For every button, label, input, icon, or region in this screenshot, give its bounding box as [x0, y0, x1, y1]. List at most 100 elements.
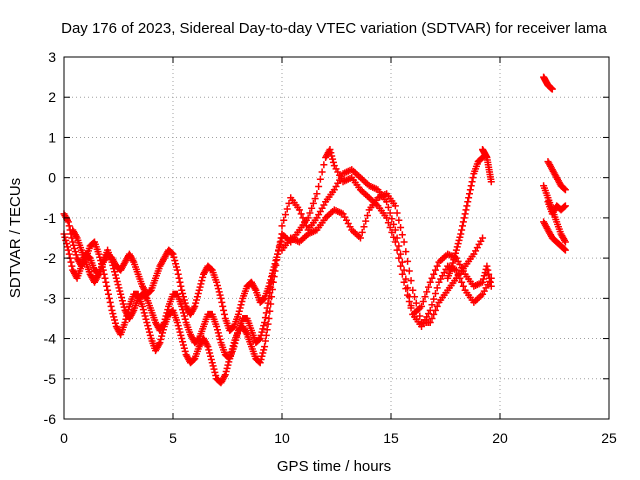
data-point	[144, 322, 152, 330]
data-point	[67, 258, 75, 266]
data-point	[159, 329, 167, 337]
data-point	[173, 266, 181, 274]
data-point	[181, 299, 189, 307]
data-point	[177, 282, 185, 290]
data-point	[561, 245, 569, 253]
data-point	[111, 316, 119, 324]
data-point	[261, 343, 269, 351]
data-point	[70, 244, 78, 252]
data-point	[479, 234, 487, 242]
data-point	[221, 371, 229, 379]
grid-lines	[64, 57, 609, 419]
data-point	[180, 296, 188, 304]
data-point	[267, 300, 275, 308]
data-point	[487, 178, 495, 186]
data-point	[466, 186, 474, 194]
data-point	[297, 210, 305, 218]
data-point	[452, 246, 460, 254]
data-point	[213, 322, 221, 330]
data-point	[457, 230, 465, 238]
data-point	[363, 211, 371, 219]
data-point	[414, 306, 422, 314]
data-point	[433, 284, 441, 292]
data-point	[213, 326, 221, 334]
data-point	[301, 218, 309, 226]
data-point	[395, 216, 403, 224]
data-point	[397, 250, 405, 258]
data-point	[169, 250, 177, 258]
data-point	[400, 238, 408, 246]
data-point	[223, 364, 231, 372]
data-point	[109, 310, 117, 318]
data-point	[459, 222, 467, 230]
x-tick-label-25: 25	[601, 430, 617, 446]
y-tick-label-2: 2	[48, 89, 56, 105]
data-point	[273, 256, 281, 264]
data-point	[428, 301, 436, 309]
data-point	[329, 158, 337, 166]
data-point	[464, 198, 472, 206]
data-point	[205, 346, 213, 354]
data-point	[139, 306, 147, 314]
data-point	[116, 287, 124, 295]
data-point	[216, 335, 224, 343]
data-point	[68, 262, 76, 270]
data-point	[109, 261, 117, 269]
data-point	[103, 282, 111, 290]
data-point	[100, 270, 108, 278]
data-point	[280, 216, 288, 224]
data-point	[428, 274, 436, 282]
data-point	[101, 274, 109, 282]
data-point	[159, 326, 167, 334]
series-track-7	[444, 154, 487, 282]
data-point	[316, 175, 324, 183]
series-track-3	[60, 210, 286, 387]
data-point	[260, 322, 268, 330]
data-point	[390, 233, 398, 241]
data-point	[215, 332, 223, 340]
data-point	[179, 290, 187, 298]
y-tick-label--2: -2	[44, 250, 57, 266]
data-point	[105, 294, 113, 302]
data-point	[106, 298, 114, 306]
data-point	[120, 303, 128, 311]
data-point	[462, 206, 470, 214]
data-point	[140, 309, 148, 317]
data-point	[393, 246, 401, 254]
data-point	[172, 263, 180, 271]
series-track-1	[60, 230, 286, 335]
data-point	[285, 199, 293, 207]
data-point	[258, 352, 266, 360]
plot-frame	[63, 56, 610, 420]
data-point	[281, 211, 289, 219]
data-point	[111, 268, 119, 276]
data-point	[259, 349, 267, 357]
data-point	[211, 368, 219, 376]
data-point	[426, 318, 434, 326]
data-point	[206, 349, 214, 357]
data-point	[110, 265, 118, 273]
data-point	[454, 240, 462, 248]
data-point	[111, 319, 119, 327]
data-point	[260, 346, 268, 354]
data-point	[178, 302, 186, 310]
data-point	[121, 318, 129, 326]
data-point	[548, 85, 556, 93]
data-point	[320, 161, 328, 169]
data-point	[196, 283, 204, 291]
data-point	[104, 286, 112, 294]
data-point	[391, 226, 399, 234]
data-point	[138, 302, 146, 310]
data-point	[174, 322, 182, 330]
data-point	[412, 299, 420, 307]
data-point	[308, 204, 316, 212]
data-point	[272, 261, 280, 269]
data-point	[193, 293, 201, 301]
data-point	[459, 282, 467, 290]
data-point	[263, 326, 271, 334]
data-point	[237, 301, 245, 309]
data-series-layer	[60, 73, 569, 387]
data-point	[402, 248, 410, 256]
x-tick-label-10: 10	[274, 430, 290, 446]
data-point	[407, 277, 415, 285]
